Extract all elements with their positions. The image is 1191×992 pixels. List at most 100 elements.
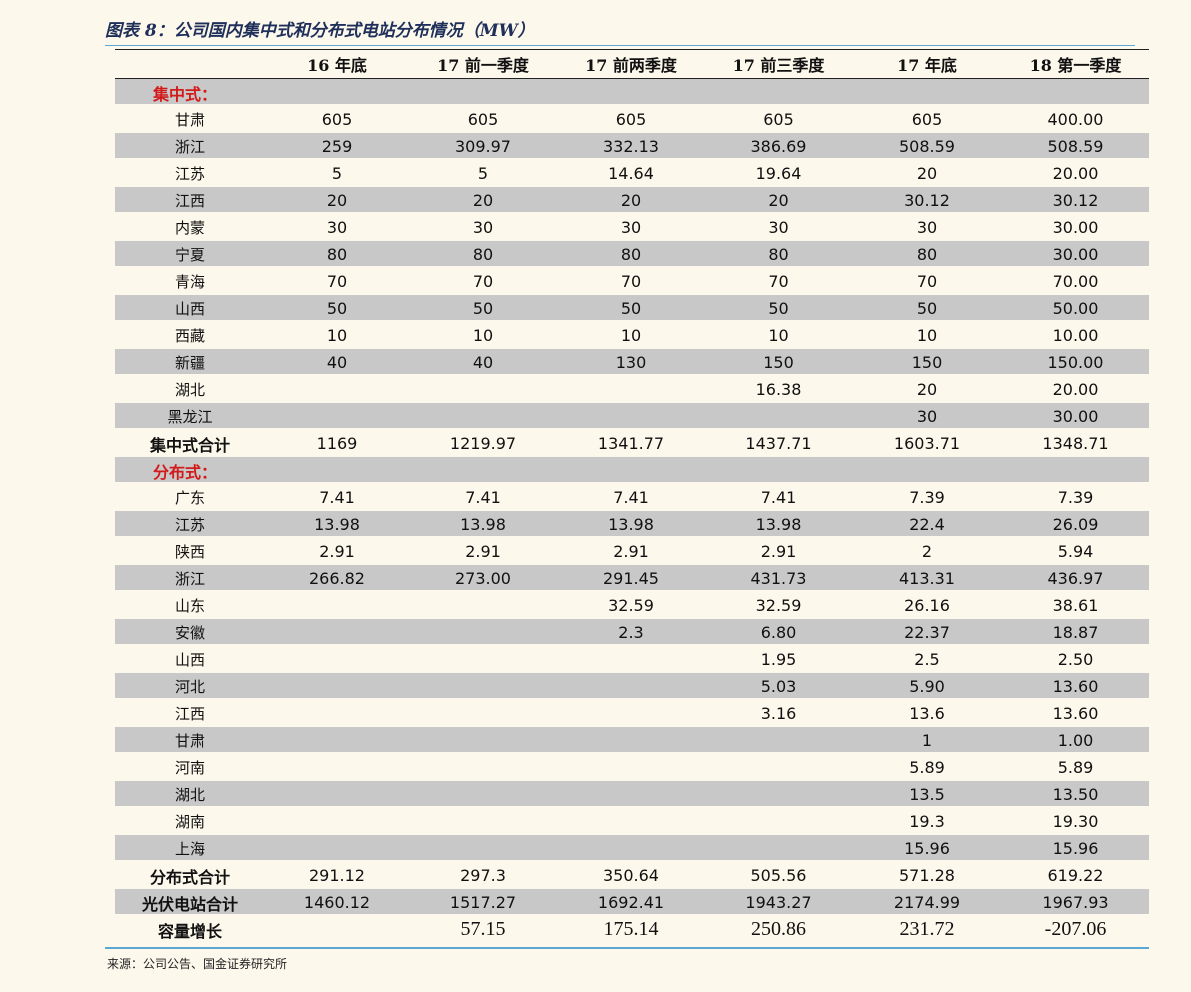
value-cell: 2.91 <box>613 542 649 561</box>
value-cell: 400.00 <box>1047 110 1104 129</box>
value-cell: 13.98 <box>608 515 654 534</box>
value-cell: 70 <box>472 272 494 291</box>
table-row: 广东 7.41 7.41 7.41 7.41 7.39 7.39 <box>115 484 1149 511</box>
table-row: 宁夏 80 80 80 80 80 30.00 <box>115 241 1149 268</box>
value-cell: 32.59 <box>608 596 654 615</box>
value-cell: 13.60 <box>1052 677 1099 696</box>
value-cell: 30.12 <box>1052 191 1099 210</box>
value-cell: 5.89 <box>909 758 945 777</box>
section-row: 集中式： <box>115 79 1149 106</box>
header-cell: 17 前三季度 <box>732 56 825 75</box>
value-cell: 50.00 <box>1052 299 1099 318</box>
row-label: 江苏 <box>174 165 205 183</box>
value-cell: 20 <box>916 380 938 399</box>
header-cell: 17 前两季度 <box>585 56 677 75</box>
total-row: 集中式合计 1169 1219.97 1341.77 1437.71 1603.71 134… <box>115 430 1149 457</box>
value-cell: 20 <box>326 191 348 210</box>
value-cell: 30 <box>916 218 938 237</box>
value-cell: 231.72 <box>899 918 955 940</box>
value-cell: 150.00 <box>1047 353 1104 372</box>
value-cell: 50 <box>916 299 938 318</box>
row-label: 青海 <box>174 273 205 291</box>
value-cell: 30 <box>472 218 494 237</box>
value-cell: 70 <box>620 272 642 291</box>
value-cell: 50 <box>768 299 789 318</box>
value-cell: 508.59 <box>899 137 955 156</box>
value-cell: 297.3 <box>460 866 506 885</box>
row-label: 山西 <box>174 300 205 318</box>
row-label: 江苏 <box>174 516 205 534</box>
row-label: 湖北 <box>174 381 205 399</box>
total-row: 容量增长 57.15 175.14 250.86 231.72 -207.06 <box>115 916 1149 943</box>
value-cell: 19.3 <box>909 812 945 831</box>
value-cell: 605 <box>321 110 353 129</box>
value-cell: 1.00 <box>1057 731 1094 750</box>
table-header: 16 年底 17 前一季度 17 前两季度 17 前三季度 17 年底 18 第… <box>115 50 1149 79</box>
table-row: 山东 32.59 32.59 26.16 38.61 <box>115 592 1149 619</box>
value-cell: 250.86 <box>751 918 806 940</box>
value-cell: 2174.99 <box>893 893 961 912</box>
value-cell: 30 <box>620 218 642 237</box>
value-cell: 508.59 <box>1047 137 1104 156</box>
row-label: 湖南 <box>174 813 205 831</box>
value-cell: 40 <box>472 353 494 372</box>
value-cell: 50 <box>620 299 642 318</box>
value-cell: 13.5 <box>909 785 945 804</box>
table-row: 湖南 19.3 19.30 <box>115 808 1149 835</box>
table-row: 青海 70 70 70 70 70 70.00 <box>115 268 1149 295</box>
value-cell: 291.12 <box>309 866 365 885</box>
value-cell: 7.41 <box>760 488 797 507</box>
row-label: 江西 <box>174 705 205 723</box>
value-cell: 10 <box>472 326 494 345</box>
row-label: 黑龙江 <box>167 408 213 426</box>
row-label: 甘肃 <box>174 732 205 750</box>
value-cell: 3.16 <box>760 704 797 723</box>
value-cell: 30 <box>326 218 348 237</box>
value-cell: 150 <box>911 353 943 372</box>
value-cell: 14.64 <box>608 164 654 183</box>
row-label: 河南 <box>174 759 205 777</box>
value-cell: 2.91 <box>319 542 355 561</box>
value-cell: 1943.27 <box>745 893 812 912</box>
value-cell: 19.30 <box>1052 812 1099 831</box>
value-cell: 273.00 <box>455 569 511 588</box>
value-cell: 1692.41 <box>597 893 665 912</box>
row-label: 新疆 <box>174 354 205 372</box>
value-cell: 505.56 <box>750 866 807 885</box>
value-cell: 22.37 <box>904 623 950 642</box>
value-cell: 7.41 <box>319 488 355 507</box>
table-row: 山西 50 50 50 50 50 50.00 <box>115 295 1149 322</box>
table-row: 河北 5.03 5.90 13.60 <box>115 673 1149 700</box>
header-cell: 18 第一季度 <box>1029 56 1122 75</box>
value-cell: 30.00 <box>1052 245 1099 264</box>
row-label: 山东 <box>174 597 205 615</box>
row-label: 内蒙 <box>174 219 205 237</box>
value-cell: 2.91 <box>760 542 797 561</box>
row-label: 西藏 <box>174 327 205 345</box>
value-cell: 30 <box>768 218 789 237</box>
value-cell: 70 <box>768 272 789 291</box>
value-cell: 13.98 <box>755 515 802 534</box>
row-label: 江西 <box>174 192 205 210</box>
row-label: 容量增长 <box>157 921 222 941</box>
row-label: 湖北 <box>174 786 205 804</box>
value-cell: 266.82 <box>309 569 365 588</box>
capacity-table: 16 年底 17 前一季度 17 前两季度 17 前三季度 17 年底 18 第… <box>115 49 1149 943</box>
table-row: 山西 1.95 2.5 2.50 <box>115 646 1149 673</box>
value-cell: 30.00 <box>1052 407 1099 426</box>
value-cell: 1437.71 <box>745 434 812 453</box>
value-cell: 7.41 <box>465 488 501 507</box>
row-label: 上海 <box>174 840 205 858</box>
value-cell: 1219.97 <box>449 434 517 453</box>
table-row: 上海 15.96 15.96 <box>115 835 1149 862</box>
value-cell: 2.91 <box>465 542 501 561</box>
value-cell: 7.41 <box>613 488 649 507</box>
table-row: 河南 5.89 5.89 <box>115 754 1149 781</box>
value-cell: 10 <box>326 326 348 345</box>
row-label: 山西 <box>174 651 205 669</box>
row-label: 广东 <box>174 489 205 507</box>
value-cell: 5.03 <box>760 677 797 696</box>
value-cell: 80 <box>472 245 494 264</box>
value-cell: 1603.71 <box>893 434 961 453</box>
value-cell: 605 <box>911 110 943 129</box>
